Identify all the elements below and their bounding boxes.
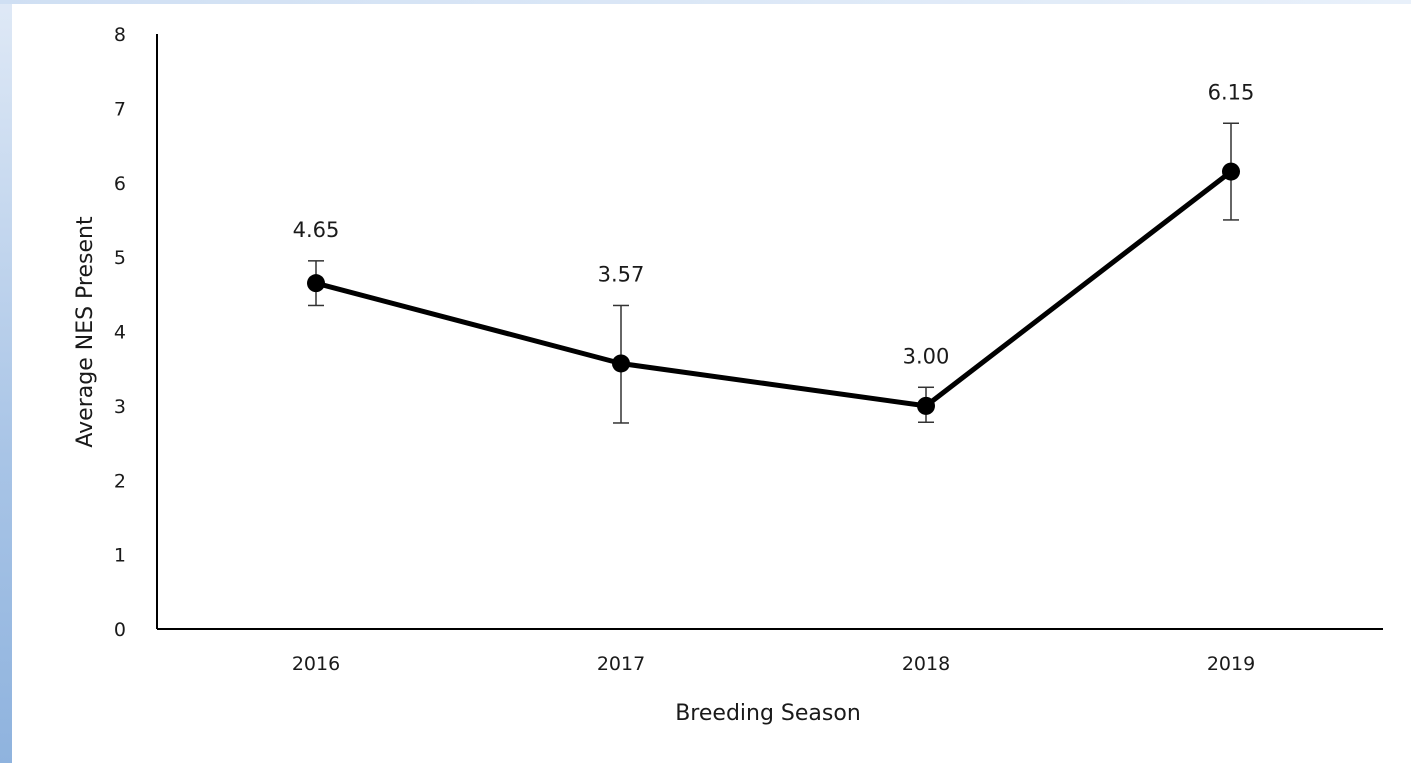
left-decorative-strip: [0, 0, 12, 763]
y-tick-label: 5: [114, 247, 126, 269]
x-tick-label: 2018: [902, 653, 950, 675]
series-group: [315, 169, 1233, 409]
x-axis-title: Breeding Season: [675, 701, 861, 726]
data-label: 3.57: [598, 262, 645, 286]
data-labels: 4.65 3.57 3.00 6.15: [293, 80, 1255, 368]
top-decorative-strip: [0, 0, 1411, 4]
y-tick-label: 8: [114, 24, 126, 46]
data-label: 6.15: [1208, 80, 1255, 104]
series-line: [315, 169, 1233, 409]
y-axis-title: Average NES Present: [73, 216, 98, 448]
y-tick-label: 4: [114, 322, 126, 344]
y-tick-label: 3: [114, 396, 126, 418]
data-point: [917, 396, 935, 415]
y-tick-label: 1: [114, 545, 126, 567]
axes: [156, 34, 1383, 630]
y-tick-label: 0: [114, 619, 126, 641]
data-point: [1222, 162, 1240, 181]
y-tick-label: 6: [114, 173, 126, 195]
data-point: [612, 354, 630, 373]
y-tick-label: 7: [114, 98, 126, 120]
x-tick-label: 2019: [1207, 653, 1255, 675]
data-label: 3.00: [903, 344, 950, 368]
data-point: [307, 274, 325, 293]
y-tick-label: 2: [114, 470, 126, 492]
data-points: [307, 162, 1240, 415]
x-tick-label: 2017: [597, 653, 645, 675]
y-tick-labels: 0 1 2 3 4 5 6 7 8: [114, 24, 126, 641]
x-tick-labels: 2016 2017 2018 2019: [292, 653, 1255, 675]
x-tick-label: 2016: [292, 653, 340, 675]
data-label: 4.65: [293, 218, 340, 242]
